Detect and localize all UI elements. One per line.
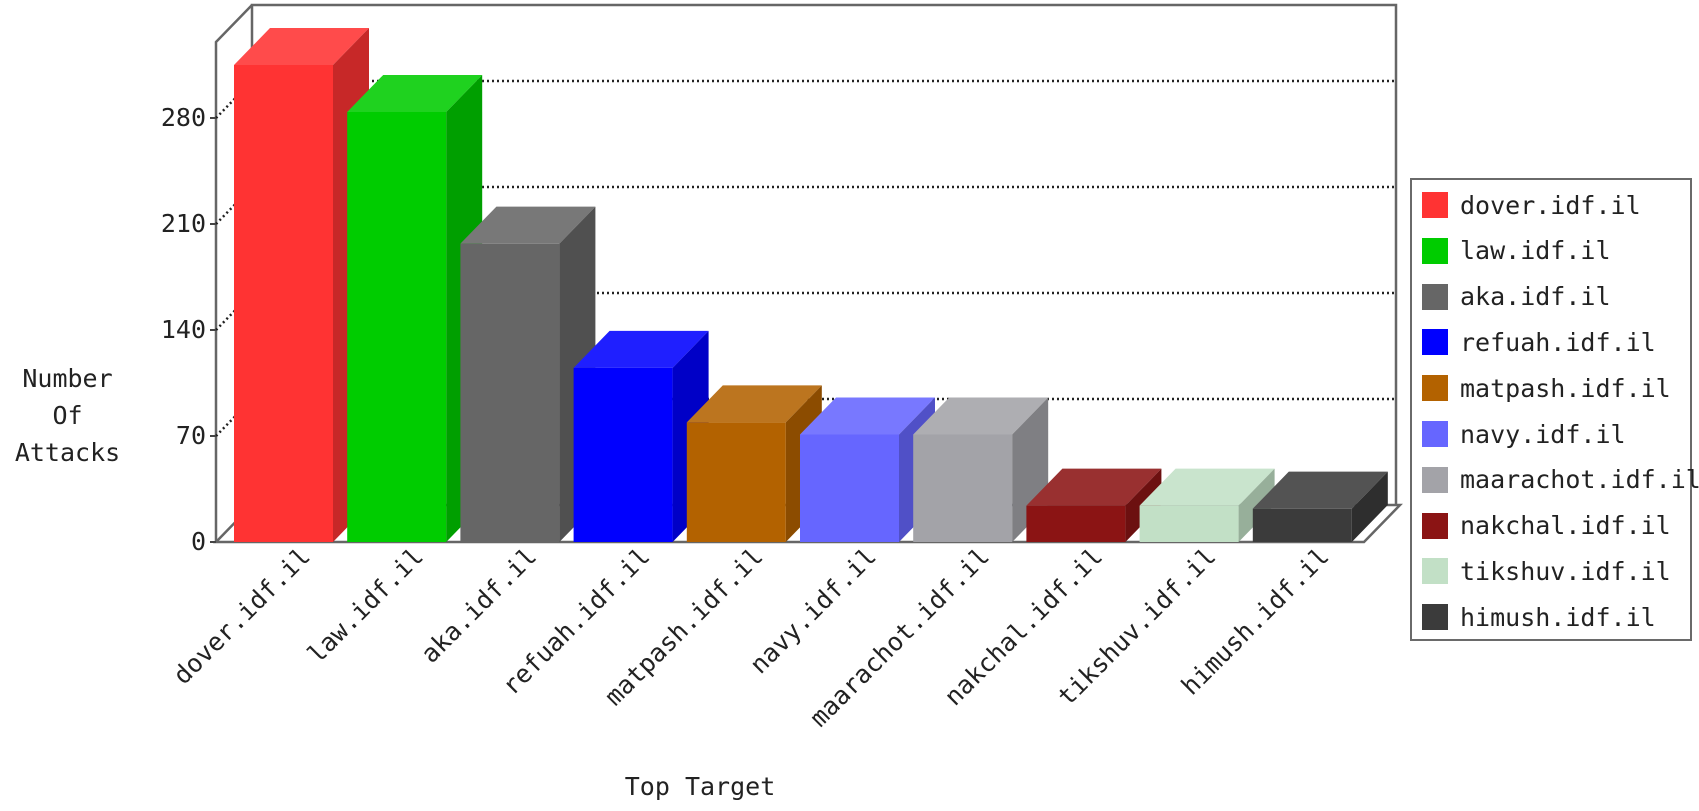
bar: [1026, 468, 1162, 542]
legend: dover.idf.il law.idf.il aka.idf.il refuah.i…: [1410, 178, 1699, 641]
legend-swatch: [1422, 329, 1448, 356]
legend-swatch: [1422, 421, 1448, 447]
bars: [234, 28, 1388, 542]
legend-swatch: [1422, 512, 1448, 539]
legend-item: nakchal.idf.il: [1422, 509, 1671, 543]
legend-label: law.idf.il: [1460, 236, 1611, 266]
y-tick-label: 280: [161, 103, 206, 132]
y-axis-label-line: Attacks: [14, 438, 121, 467]
legend-swatch: [1422, 604, 1448, 631]
legend-item: refuah.idf.il: [1422, 325, 1656, 359]
legend-swatch: [1422, 558, 1448, 585]
bar-front: [1026, 505, 1126, 542]
bar: [800, 397, 935, 542]
legend-label: aka.idf.il: [1460, 282, 1611, 312]
legend-label: maarachot.idf.il: [1460, 465, 1699, 495]
bar-top: [460, 206, 596, 244]
legend-label: refuah.idf.il: [1460, 327, 1656, 357]
x-axis-ticks: dover.idf.illaw.idf.ilaka.idf.ilrefuah.i…: [168, 542, 1335, 733]
bar-top: [573, 330, 709, 368]
x-tick-label: dover.idf.il: [168, 542, 316, 690]
x-tick-label: law.idf.il: [302, 542, 429, 669]
y-tick-label: 70: [176, 421, 206, 450]
bar-front: [573, 367, 673, 542]
bar-side: [1351, 471, 1388, 542]
legend-label: dover.idf.il: [1460, 190, 1641, 220]
bar-front: [1139, 505, 1239, 542]
bar: [1139, 468, 1275, 542]
legend-item: maarachot.idf.il: [1422, 463, 1699, 497]
bar-top: [1026, 468, 1162, 506]
bar: [347, 74, 483, 542]
legend-item: matpash.idf.il: [1422, 371, 1671, 405]
bar-front: [913, 434, 1013, 542]
bar: [1252, 471, 1388, 542]
bar-front: [347, 111, 447, 542]
legend-item: dover.idf.il: [1422, 188, 1641, 222]
bar-top: [686, 385, 822, 423]
legend-swatch: [1422, 283, 1448, 310]
y-axis-label: Number Of Attacks: [0, 360, 135, 471]
legend-swatch: [1422, 237, 1448, 264]
bar-top: [1252, 471, 1388, 509]
legend-item: law.idf.il: [1422, 234, 1611, 268]
y-tick-label: 0: [191, 527, 206, 556]
bar-front: [800, 434, 899, 542]
y-axis-label-line: Of: [52, 401, 83, 430]
left-wall: [214, 4, 253, 542]
bar-front: [686, 422, 786, 542]
y-axis-label-line: Number: [22, 364, 113, 393]
legend-label: navy.idf.il: [1460, 419, 1626, 449]
legend-swatch: [1422, 466, 1448, 493]
bar-top: [347, 74, 483, 112]
bar-top: [1139, 468, 1275, 506]
bar-front: [234, 65, 333, 542]
legend-swatch: [1422, 192, 1448, 218]
y-tick-label: 140: [161, 315, 206, 344]
legend-swatch: [1422, 375, 1448, 402]
legend-label: matpash.idf.il: [1460, 373, 1671, 403]
legend-item: aka.idf.il: [1422, 280, 1611, 314]
bar-front: [1252, 508, 1352, 542]
legend-item: tikshuv.idf.il: [1422, 554, 1671, 588]
bar-front: [460, 243, 560, 542]
legend-label: tikshuv.idf.il: [1460, 556, 1671, 586]
x-tick-label: aka.idf.il: [415, 542, 542, 669]
y-tick-label: 210: [161, 209, 206, 238]
legend-label: himush.idf.il: [1460, 602, 1656, 632]
legend-item: navy.idf.il: [1422, 417, 1626, 451]
y-axis-ticks: 0 70 140 210 280: [161, 103, 216, 556]
bar-top: [234, 28, 369, 65]
x-axis-label: Top Target: [624, 772, 776, 801]
legend-label: nakchal.idf.il: [1460, 511, 1671, 541]
bar-top: [913, 397, 1049, 435]
legend-item: himush.idf.il: [1422, 600, 1656, 634]
bar-top: [800, 397, 935, 435]
